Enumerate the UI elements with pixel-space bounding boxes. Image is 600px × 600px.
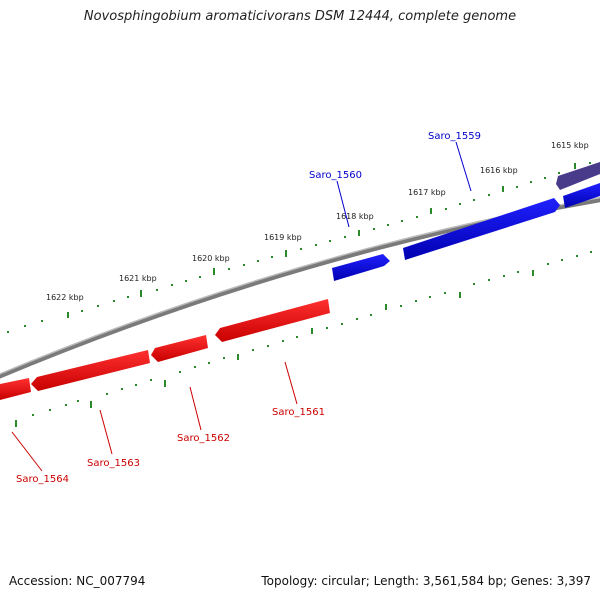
gene-saro-1559-arrow[interactable] xyxy=(403,198,560,260)
map-title: Novosphingobium aromaticivorans DSM 1244… xyxy=(83,9,517,24)
reverse-genes xyxy=(0,299,330,400)
kbp-label: 1620 kbp xyxy=(192,254,230,263)
kbp-label: 1616 kbp xyxy=(480,166,518,175)
gene-saro-1560-arrow[interactable] xyxy=(332,254,390,281)
gene-saro-1564-arrow[interactable] xyxy=(0,378,31,400)
gene-label-saro-1560: Saro_1560 xyxy=(309,170,362,181)
gene-label-saro-1562: Saro_1562 xyxy=(177,433,230,444)
gene-saro-1558b-arrow[interactable] xyxy=(563,183,600,208)
upper-tick-track xyxy=(7,162,591,333)
gene-saro-1558-arrow[interactable] xyxy=(556,162,600,190)
kbp-labels: 1615 kbp 1616 kbp 1617 kbp 1618 kbp 1619… xyxy=(46,141,589,302)
accession-text: Accession: NC_007794 xyxy=(9,574,146,588)
gene-labels: Saro_1559 Saro_1560 Saro_1561 Saro_1562 … xyxy=(16,131,481,485)
gene-saro-1563-arrow[interactable] xyxy=(31,350,150,391)
gene-saro-1562-arrow[interactable] xyxy=(151,335,208,362)
topology-text: Topology: circular; Length: 3,561,584 bp… xyxy=(261,574,591,588)
gene-leader-lines xyxy=(11,141,472,472)
forward-genes xyxy=(332,162,600,281)
kbp-label: 1615 kbp xyxy=(551,141,589,150)
kbp-label: 1622 kbp xyxy=(46,293,84,302)
lower-tick-track xyxy=(15,251,592,427)
gene-label-saro-1559: Saro_1559 xyxy=(428,131,481,142)
gene-label-saro-1564: Saro_1564 xyxy=(16,474,69,485)
kbp-label: 1619 kbp xyxy=(264,233,302,242)
gene-label-saro-1561: Saro_1561 xyxy=(272,407,325,418)
gene-saro-1561-arrow[interactable] xyxy=(215,299,330,342)
kbp-label: 1621 kbp xyxy=(119,274,157,283)
kbp-label: 1618 kbp xyxy=(336,212,374,221)
gene-label-saro-1563: Saro_1563 xyxy=(87,458,140,469)
kbp-label: 1617 kbp xyxy=(408,188,446,197)
